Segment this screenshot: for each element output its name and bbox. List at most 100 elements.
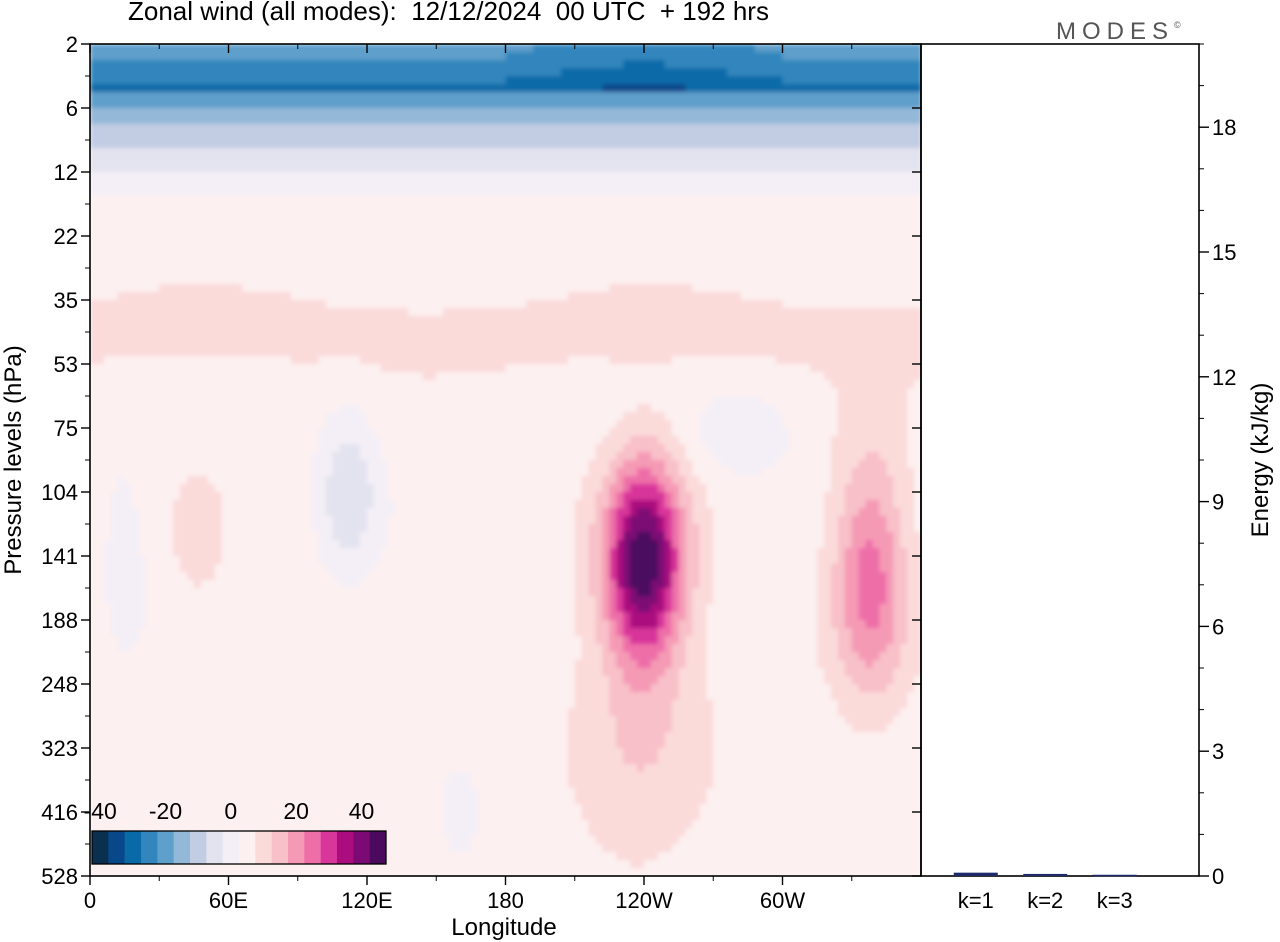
heatmap-cell xyxy=(706,116,715,125)
heatmap-cell xyxy=(616,228,625,237)
heatmap-cell xyxy=(581,60,590,69)
heatmap-cell xyxy=(914,284,921,293)
heatmap-cell xyxy=(782,172,791,181)
heatmap-cell xyxy=(540,204,548,213)
heatmap-cell xyxy=(512,324,521,333)
heatmap-cell xyxy=(533,188,541,197)
heatmap-cell xyxy=(747,68,756,77)
heatmap-cell xyxy=(221,300,230,309)
heatmap-cell xyxy=(900,172,908,181)
heatmap-cell xyxy=(408,196,417,205)
heatmap-cell xyxy=(858,268,867,277)
heatmap-cell xyxy=(263,68,271,77)
heatmap-cell xyxy=(152,324,161,333)
heatmap-cell xyxy=(304,300,313,309)
heatmap-cell xyxy=(678,44,687,53)
heatmap-cell xyxy=(159,164,167,173)
heatmap-cell xyxy=(491,92,500,101)
heatmap-cell xyxy=(858,212,867,221)
heatmap-cell xyxy=(429,196,438,205)
heatmap-cell xyxy=(339,292,348,301)
heatmap-cell xyxy=(512,132,521,141)
heatmap-cell xyxy=(547,156,555,165)
heatmap-cell xyxy=(768,196,777,205)
heatmap-cell xyxy=(858,172,867,181)
heatmap-cell xyxy=(339,284,348,293)
heatmap-cell xyxy=(706,236,715,245)
heatmap-cell xyxy=(505,164,514,173)
heatmap-cell xyxy=(803,252,811,261)
heatmap-cell xyxy=(186,372,195,381)
heatmap-cell xyxy=(270,204,278,213)
heatmap-cell xyxy=(214,244,223,253)
heatmap-cell xyxy=(886,276,895,285)
heatmap-cell xyxy=(221,172,230,181)
heatmap-cell xyxy=(803,220,811,229)
heatmap-cell xyxy=(609,172,618,181)
heatmap-cell xyxy=(173,244,181,253)
heatmap-cell xyxy=(422,220,431,229)
heatmap-cell xyxy=(761,92,770,101)
heatmap-cell xyxy=(373,220,382,229)
heatmap-cell xyxy=(408,340,417,349)
heatmap-cell xyxy=(422,172,431,181)
heatmap-cell xyxy=(837,100,846,109)
heatmap-cell xyxy=(332,140,341,149)
heatmap-cell xyxy=(346,132,354,141)
heatmap-cell xyxy=(242,372,251,381)
heatmap-cell xyxy=(567,332,576,341)
heatmap-cell xyxy=(380,300,389,309)
heatmap-cell xyxy=(200,132,209,141)
heatmap-cell xyxy=(692,284,701,293)
heatmap-cell xyxy=(429,332,438,341)
heatmap-cell xyxy=(879,124,888,133)
heatmap-cell xyxy=(394,236,403,245)
heatmap-cell xyxy=(498,356,507,365)
heatmap-cell xyxy=(360,60,368,69)
heatmap-cell xyxy=(380,364,389,373)
heatmap-cell xyxy=(865,196,874,205)
heatmap-cell xyxy=(276,212,285,221)
heatmap-cell xyxy=(734,44,742,53)
heatmap-cell xyxy=(872,172,881,181)
heatmap-cell xyxy=(865,180,874,189)
heatmap-cell xyxy=(159,188,167,197)
heatmap-cell xyxy=(145,228,154,237)
heatmap-cell xyxy=(138,164,147,173)
heatmap-cell xyxy=(429,100,438,109)
heatmap-cell xyxy=(408,212,417,221)
heatmap-cell xyxy=(380,356,389,365)
heatmap-cell xyxy=(789,356,798,365)
heatmap-cell xyxy=(443,316,451,325)
heatmap-cell xyxy=(678,196,687,205)
heatmap-cell xyxy=(754,68,763,77)
heatmap-cell xyxy=(900,300,908,309)
heatmap-cell xyxy=(810,52,818,61)
heatmap-cell xyxy=(463,268,472,277)
heatmap-cell xyxy=(713,156,721,165)
heatmap-cell xyxy=(886,316,895,325)
heatmap-cell xyxy=(180,124,188,133)
heatmap-cell xyxy=(907,348,915,357)
heatmap-cell xyxy=(263,252,271,261)
heatmap-cell xyxy=(367,308,375,317)
heatmap-cell xyxy=(692,108,701,117)
heatmap-cell xyxy=(145,52,154,61)
heatmap-cell xyxy=(685,60,694,69)
heatmap-cell xyxy=(283,84,292,93)
heatmap-cell xyxy=(803,124,811,133)
heatmap-cell xyxy=(685,76,694,85)
heatmap-cell xyxy=(519,332,528,341)
heatmap-cell xyxy=(484,332,493,341)
heatmap-cell xyxy=(193,308,202,317)
heatmap-cell xyxy=(339,132,348,141)
heatmap-cell xyxy=(547,124,555,133)
heatmap-cell xyxy=(803,156,811,165)
heatmap-cell xyxy=(664,116,673,125)
heatmap-cell xyxy=(803,332,811,341)
heatmap-cell xyxy=(117,228,126,237)
heatmap-cell xyxy=(367,228,375,237)
heatmap-cell xyxy=(186,356,195,365)
heatmap-cell xyxy=(526,212,534,221)
heatmap-cell xyxy=(484,228,493,237)
